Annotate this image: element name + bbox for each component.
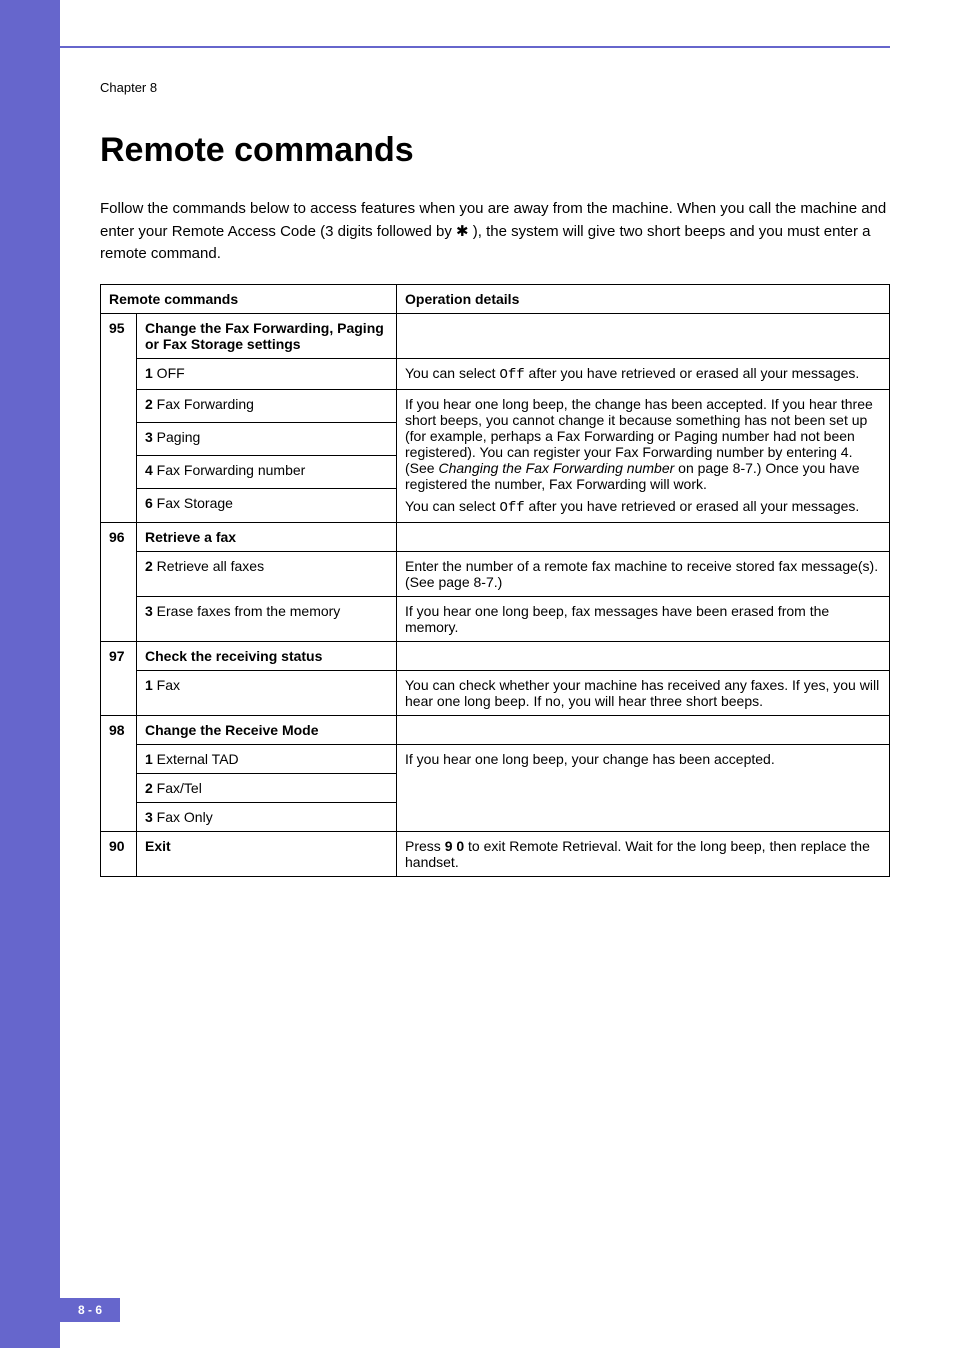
cmd-num: 2 <box>145 558 153 574</box>
group-heading-97: Check the receiving status <box>137 641 397 670</box>
header-remote-commands: Remote commands <box>101 284 397 313</box>
cmd-cell: 2 Fax Forwarding <box>137 389 397 422</box>
group-num-95: 95 <box>101 313 137 522</box>
op-cell-merged: If you hear one long beep, the change ha… <box>397 389 890 522</box>
cmd-num: 3 <box>145 429 153 445</box>
cmd-num: 4 <box>145 462 153 478</box>
cmd-cell: 3 Fax Only <box>137 802 397 831</box>
table-row: 96 Retrieve a fax <box>101 522 890 551</box>
cmd-cell: 2 Retrieve all faxes <box>137 551 397 596</box>
op-suffix: after you have retrieved or erased all y… <box>525 365 860 381</box>
group-num-90: 90 <box>101 831 137 876</box>
op-cell-merged: If you hear one long beep, your change h… <box>397 744 890 831</box>
group-heading-95: Change the Fax Forwarding, Paging or Fax… <box>137 313 397 358</box>
cmd-text: Fax Forwarding <box>153 396 254 412</box>
cmd-text: External TAD <box>153 751 239 767</box>
op-suffix: to exit Remote Retrieval. Wait for the l… <box>405 838 870 870</box>
group-heading-96: Retrieve a fax <box>137 522 397 551</box>
intro-star: ✱ <box>456 223 469 240</box>
cmd-num: 3 <box>145 603 153 619</box>
op-cell: Press 9 0 to exit Remote Retrieval. Wait… <box>397 831 890 876</box>
group-num-98: 98 <box>101 715 137 831</box>
op-cell: Enter the number of a remote fax machine… <box>397 551 890 596</box>
op-cell: If you hear one long beep, fax messages … <box>397 596 890 641</box>
cmd-text: Fax Forwarding number <box>153 462 306 478</box>
cmd-cell: 1 Fax <box>137 670 397 715</box>
header-operation-details: Operation details <box>397 284 890 313</box>
cmd-num: 2 <box>145 396 153 412</box>
cmd-text: Fax Only <box>153 809 213 825</box>
page-number: 8 - 6 <box>60 1298 120 1322</box>
cmd-num: 6 <box>145 495 153 511</box>
op-cell <box>397 313 890 358</box>
cmd-cell: 3 Erase faxes from the memory <box>137 596 397 641</box>
cmd-cell: 6 Fax Storage <box>137 489 397 522</box>
op-prefix: Press <box>405 838 445 854</box>
cmd-text: Retrieve all faxes <box>153 558 264 574</box>
op-cell <box>397 641 890 670</box>
op-line2-mono: Off <box>499 500 524 516</box>
table-row: 95 Change the Fax Forwarding, Paging or … <box>101 313 890 358</box>
op-mono: Off <box>499 367 524 383</box>
cmd-cell: 1 OFF <box>137 358 397 389</box>
table-header-row: Remote commands Operation details <box>101 284 890 313</box>
op-cell: You can check whether your machine has r… <box>397 670 890 715</box>
page-content: Chapter 8 Remote commands Follow the com… <box>100 0 890 877</box>
chapter-label: Chapter 8 <box>100 80 890 95</box>
table-row: 97 Check the receiving status <box>101 641 890 670</box>
group-heading-90: Exit <box>137 831 397 876</box>
group-heading-98: Change the Receive Mode <box>137 715 397 744</box>
table-row: 2 Retrieve all faxes Enter the number of… <box>101 551 890 596</box>
table-row: 1 Fax You can check whether your machine… <box>101 670 890 715</box>
op-line2-prefix: You can select <box>405 498 499 514</box>
top-divider <box>60 46 890 48</box>
commands-table: Remote commands Operation details 95 Cha… <box>100 284 890 877</box>
group-num-96: 96 <box>101 522 137 641</box>
cmd-cell: 1 External TAD <box>137 744 397 773</box>
op-cell <box>397 715 890 744</box>
table-row: 90 Exit Press 9 0 to exit Remote Retriev… <box>101 831 890 876</box>
cmd-num: 1 <box>145 365 153 381</box>
cmd-text: Fax <box>153 677 180 693</box>
cmd-cell: 3 Paging <box>137 422 397 455</box>
op-prefix: You can select <box>405 365 499 381</box>
page-title: Remote commands <box>100 131 890 170</box>
table-row: 2 Fax Forwarding If you hear one long be… <box>101 389 890 422</box>
cmd-text: Erase faxes from the memory <box>153 603 341 619</box>
table-row: 1 OFF You can select Off after you have … <box>101 358 890 389</box>
group-num-97: 97 <box>101 641 137 715</box>
table-row: 3 Erase faxes from the memory If you hea… <box>101 596 890 641</box>
cmd-text: Fax/Tel <box>153 780 202 796</box>
table-row: 1 External TAD If you hear one long beep… <box>101 744 890 773</box>
cmd-num: 1 <box>145 677 153 693</box>
footer-sidebar <box>0 1298 60 1322</box>
cmd-cell: 2 Fax/Tel <box>137 773 397 802</box>
op-bold: 9 0 <box>445 838 464 854</box>
op-italic: Changing the Fax Forwarding number <box>438 460 674 476</box>
cmd-text: Fax Storage <box>153 495 233 511</box>
cmd-num: 2 <box>145 780 153 796</box>
intro-paragraph: Follow the commands below to access feat… <box>100 198 890 266</box>
op-cell: You can select Off after you have retrie… <box>397 358 890 389</box>
cmd-cell: 4 Fax Forwarding number <box>137 456 397 489</box>
cmd-num: 3 <box>145 809 153 825</box>
cmd-text: OFF <box>153 365 185 381</box>
op-cell <box>397 522 890 551</box>
op-line2-suffix: after you have retrieved or erased all y… <box>525 498 860 514</box>
table-row: 98 Change the Receive Mode <box>101 715 890 744</box>
op-line2: You can select Off after you have retrie… <box>405 498 881 516</box>
cmd-text: Paging <box>153 429 200 445</box>
cmd-num: 1 <box>145 751 153 767</box>
sidebar-accent <box>0 0 60 1348</box>
